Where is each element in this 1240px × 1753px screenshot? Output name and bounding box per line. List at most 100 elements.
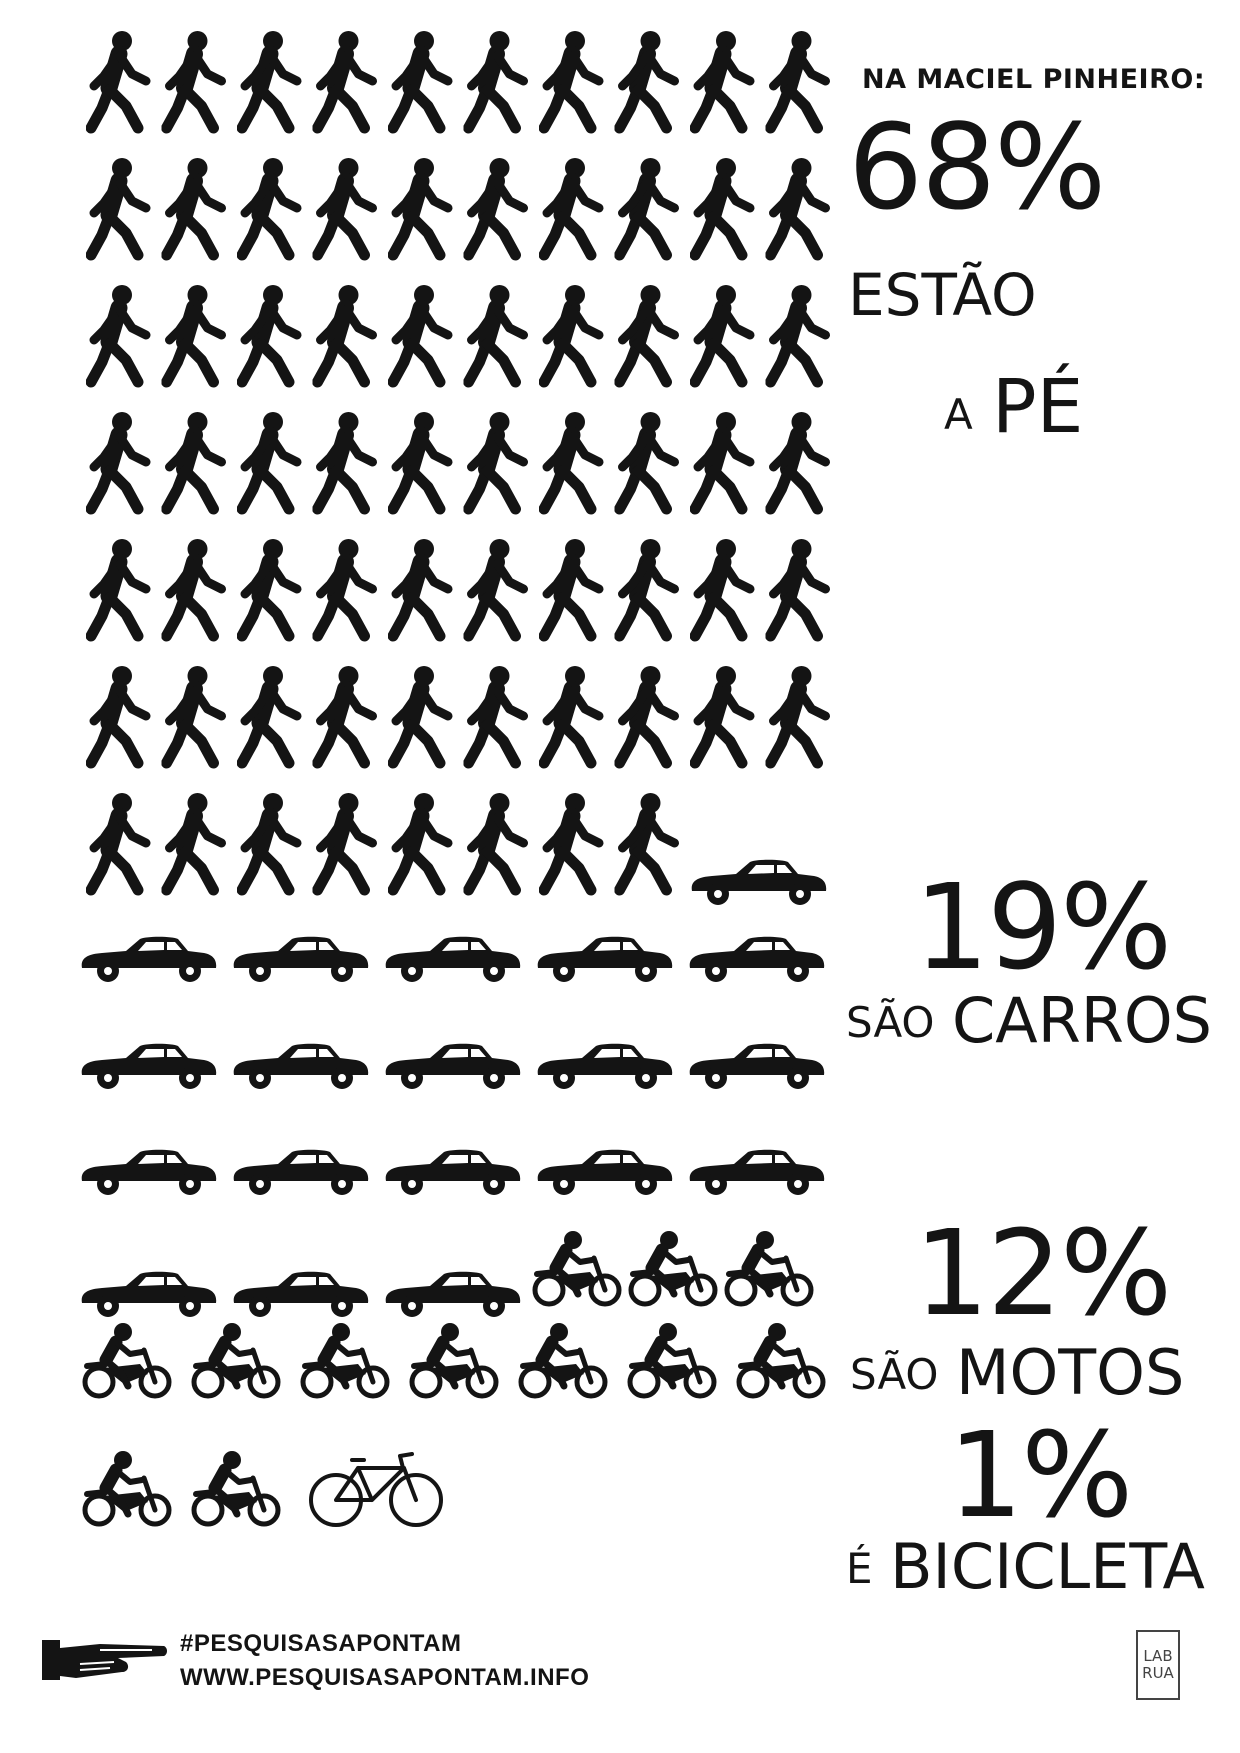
car-icon xyxy=(233,936,369,982)
car-icon xyxy=(385,1149,521,1195)
walking-person-icon xyxy=(393,31,448,128)
walking-person-icon xyxy=(469,285,524,382)
car-icon xyxy=(537,936,673,982)
walking-person-icon xyxy=(695,285,750,382)
walking-person-icon xyxy=(469,31,524,128)
walking-person-icon xyxy=(771,285,826,382)
logo-line2: RUA xyxy=(1142,1664,1174,1682)
label-car-small: SÃO xyxy=(846,998,935,1047)
motorcycle-icon xyxy=(194,1451,278,1524)
walking-person-icon xyxy=(620,666,675,763)
motorcycle-icon xyxy=(85,1451,169,1524)
walking-person-icon xyxy=(393,666,448,763)
walking-person-icon xyxy=(544,285,599,382)
walking-person-icon xyxy=(167,412,222,509)
walking-person-icon xyxy=(469,412,524,509)
walking-person-icon xyxy=(620,31,675,128)
walking-person-icon xyxy=(620,285,675,382)
walking-person-icon xyxy=(242,31,297,128)
car-icon xyxy=(233,1043,369,1089)
footer-hashtag: #PESQUISASAPONTAM xyxy=(180,1630,462,1657)
walking-person-icon xyxy=(167,285,222,382)
walking-person-icon xyxy=(771,31,826,128)
walking-person-icon xyxy=(620,539,675,636)
walking-person-icon xyxy=(469,158,524,255)
car-icon xyxy=(689,1149,825,1195)
walking-person-icon xyxy=(318,158,373,255)
label-walking-small: A xyxy=(944,390,973,439)
motorcycle-icon xyxy=(85,1323,169,1396)
footer-url[interactable]: WWW.PESQUISASAPONTAM.INFO xyxy=(180,1664,590,1691)
car-icon xyxy=(81,1043,217,1089)
walking-person-icon xyxy=(242,666,297,763)
car-icon xyxy=(233,1149,369,1195)
walking-person-icon xyxy=(544,31,599,128)
car-icon xyxy=(689,936,825,982)
walking-person-icon xyxy=(393,158,448,255)
walking-person-icon xyxy=(91,666,146,763)
walking-person-icon xyxy=(771,666,826,763)
percent-walking: 68% xyxy=(848,98,1106,236)
walking-person-icon xyxy=(544,539,599,636)
walking-person-icon xyxy=(318,31,373,128)
motorcycle-icon xyxy=(631,1231,715,1304)
pointing-hand-icon xyxy=(42,1640,167,1680)
walking-person-icon xyxy=(91,285,146,382)
walking-person-icon xyxy=(771,539,826,636)
walking-person-icon xyxy=(318,412,373,509)
motorcycle-icon xyxy=(194,1323,278,1396)
walking-person-icon xyxy=(469,793,524,890)
walking-person-icon xyxy=(91,412,146,509)
walking-person-icon xyxy=(544,666,599,763)
motorcycle-icon xyxy=(535,1231,619,1304)
labrua-logo: LAB RUA xyxy=(1136,1630,1180,1700)
walking-person-icon xyxy=(620,412,675,509)
motorcycle-icon xyxy=(521,1323,605,1396)
bicycle-icon xyxy=(309,1452,443,1527)
walking-person-icon xyxy=(242,539,297,636)
car-icon xyxy=(385,936,521,982)
walking-person-icon xyxy=(167,539,222,636)
walking-person-icon xyxy=(393,285,448,382)
walking-person-icon xyxy=(544,158,599,255)
percent-car: 19% xyxy=(914,858,1172,996)
car-icon xyxy=(691,859,827,905)
percent-bicycle: 1% xyxy=(948,1406,1133,1544)
label-car-big: CARROS xyxy=(952,984,1213,1057)
walking-person-icon xyxy=(620,793,675,890)
walking-person-icon xyxy=(695,666,750,763)
walking-person-icon xyxy=(695,158,750,255)
motorcycle-icon xyxy=(739,1323,823,1396)
walking-person-icon xyxy=(318,793,373,890)
walking-person-icon xyxy=(242,285,297,382)
walking-person-icon xyxy=(91,539,146,636)
walking-person-icon xyxy=(318,285,373,382)
logo-line1: LAB xyxy=(1143,1646,1173,1665)
walking-person-icon xyxy=(469,539,524,636)
car-icon xyxy=(537,1043,673,1089)
car-icon xyxy=(81,1271,217,1317)
walking-person-icon xyxy=(544,793,599,890)
motorcycle-icon xyxy=(630,1323,714,1396)
car-icon xyxy=(233,1271,369,1317)
label-moto-small: SÃO xyxy=(850,1350,939,1399)
walking-person-icon xyxy=(469,666,524,763)
walking-person-icon xyxy=(318,539,373,636)
motorcycle-icon xyxy=(412,1323,496,1396)
label-walking-big: PÉ xyxy=(992,364,1084,450)
percent-moto: 12% xyxy=(914,1204,1172,1342)
walking-person-icon xyxy=(167,31,222,128)
walking-person-icon xyxy=(318,666,373,763)
walking-person-icon xyxy=(167,793,222,890)
label-moto-big: MOTOS xyxy=(956,1336,1185,1409)
label-bicycle-small: É xyxy=(846,1544,873,1593)
walking-person-icon xyxy=(695,31,750,128)
walking-person-icon xyxy=(393,539,448,636)
walking-person-icon xyxy=(620,158,675,255)
walking-person-icon xyxy=(544,412,599,509)
car-icon xyxy=(689,1043,825,1089)
motorcycle-icon xyxy=(303,1323,387,1396)
walking-person-icon xyxy=(167,158,222,255)
walking-person-icon xyxy=(695,412,750,509)
